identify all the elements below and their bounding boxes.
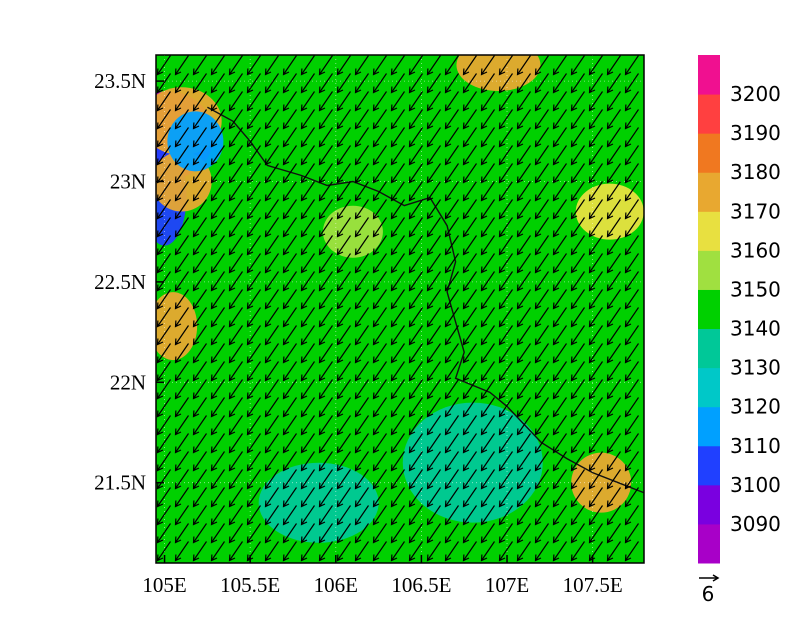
- colorbar-swatch: [698, 250, 720, 290]
- colorbar-swatch: [698, 367, 720, 408]
- contour-feature: [258, 462, 379, 543]
- colorbar-label: 3180: [730, 160, 781, 184]
- colorbar-swatch: [698, 211, 720, 251]
- colorbar-label: 3150: [730, 277, 781, 301]
- wind-vectors: [156, 55, 639, 562]
- x-tick-label: 107.5E: [563, 573, 623, 597]
- y-tick-label: 23N: [110, 169, 146, 193]
- colorbar-swatch: [698, 406, 720, 447]
- colorbar-label: 3100: [730, 473, 781, 497]
- colorbar-swatch: [698, 289, 720, 330]
- reference-arrowhead: [712, 574, 720, 582]
- contour-feature: [571, 452, 632, 513]
- colorbar-swatch: [698, 445, 720, 486]
- colorbar-label: 3200: [730, 82, 781, 106]
- y-tick-label: 22N: [110, 370, 146, 394]
- colorbar-label: 3140: [730, 317, 781, 341]
- y-tick-label: 22.5N: [94, 270, 146, 294]
- contour-feature: [575, 183, 644, 240]
- x-axis: 105E 105.5E 106E 106.5E 107E 107.5E: [142, 555, 623, 597]
- colorbar-swatch: [698, 484, 720, 525]
- plot-frame: [155, 54, 645, 564]
- x-tick-label: 106.5E: [391, 573, 451, 597]
- field-background: [156, 55, 644, 563]
- x-tick-label: 107E: [485, 573, 529, 597]
- colorbar-swatch: [698, 55, 720, 95]
- colorbar-label: 3090: [730, 512, 781, 536]
- colorbar-label: 3120: [730, 395, 781, 419]
- colorbar-label: 3190: [730, 121, 781, 145]
- y-tick-label: 21.5N: [94, 471, 146, 495]
- colorbar-label: 3170: [730, 199, 781, 223]
- colorbar-label: 3110: [730, 434, 781, 458]
- reference-vector-label: 6: [702, 582, 715, 606]
- contour-feature: [402, 402, 543, 523]
- colorbar: 3090 3100 3110 3120 3130 3140 3150 3160 3170 3180…: [698, 55, 781, 564]
- colorbar-swatch: [698, 133, 720, 173]
- y-tick-label: 23.5N: [94, 69, 146, 93]
- plot-area: [156, 55, 644, 563]
- x-tick-label: 105E: [142, 573, 186, 597]
- colorbar-swatch: [698, 94, 720, 134]
- x-tick-label: 105.5E: [220, 573, 280, 597]
- reference-vector: 6: [699, 574, 720, 606]
- colorbar-swatch: [698, 172, 720, 212]
- colorbar-swatch: [698, 523, 720, 564]
- contour-feature: [456, 55, 541, 92]
- colorbar-label: 3160: [730, 238, 781, 262]
- colorbar-swatch: [698, 328, 720, 369]
- x-tick-label: 106E: [314, 573, 358, 597]
- colorbar-label: 3130: [730, 356, 781, 380]
- y-axis: 21.5N 22N 22.5N 23N 23.5N: [94, 69, 164, 495]
- wind-vector-arrows: [156, 55, 639, 562]
